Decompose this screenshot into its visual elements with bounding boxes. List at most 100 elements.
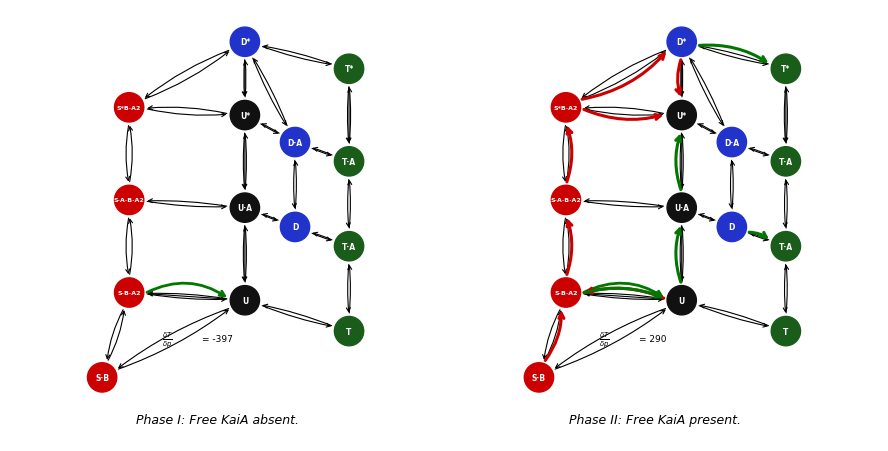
- FancyArrowPatch shape: [785, 89, 789, 144]
- Circle shape: [335, 147, 364, 177]
- FancyArrowPatch shape: [566, 128, 569, 182]
- FancyArrowPatch shape: [680, 62, 685, 97]
- FancyArrowPatch shape: [313, 233, 332, 240]
- Text: Phase II: Free KaiA present.: Phase II: Free KaiA present.: [568, 414, 741, 426]
- Circle shape: [718, 128, 747, 157]
- FancyArrowPatch shape: [566, 220, 569, 275]
- Text: T·A: T·A: [342, 242, 356, 251]
- FancyArrowPatch shape: [582, 53, 665, 100]
- Circle shape: [88, 363, 117, 392]
- FancyArrowPatch shape: [749, 233, 766, 238]
- FancyArrowPatch shape: [119, 309, 229, 368]
- FancyArrowPatch shape: [148, 293, 226, 299]
- FancyArrowPatch shape: [294, 162, 297, 209]
- FancyArrowPatch shape: [750, 233, 769, 240]
- FancyArrowPatch shape: [698, 124, 715, 134]
- Circle shape: [115, 93, 144, 123]
- FancyArrowPatch shape: [126, 126, 130, 181]
- FancyArrowPatch shape: [785, 181, 789, 229]
- FancyArrowPatch shape: [563, 219, 567, 273]
- Text: T·A: T·A: [342, 157, 356, 166]
- FancyArrowPatch shape: [679, 226, 683, 281]
- FancyArrowPatch shape: [583, 284, 662, 296]
- Text: T·A: T·A: [779, 242, 793, 251]
- Circle shape: [718, 213, 747, 242]
- Text: U·A: U·A: [237, 204, 252, 213]
- FancyArrowPatch shape: [690, 59, 723, 125]
- FancyArrowPatch shape: [129, 128, 132, 182]
- Text: S·B: S·B: [95, 373, 109, 382]
- FancyArrowPatch shape: [106, 310, 123, 359]
- FancyArrowPatch shape: [729, 161, 733, 208]
- FancyArrowPatch shape: [254, 60, 287, 126]
- Text: T*: T*: [781, 65, 790, 74]
- FancyArrowPatch shape: [313, 148, 332, 156]
- Circle shape: [524, 363, 553, 392]
- Text: S*B·A2: S*B·A2: [117, 106, 141, 110]
- Text: $\frac{\delta T}{\delta p}$: $\frac{\delta T}{\delta p}$: [599, 330, 610, 349]
- Text: S·B: S·B: [532, 373, 546, 382]
- FancyArrowPatch shape: [701, 304, 768, 326]
- FancyArrowPatch shape: [676, 230, 681, 282]
- FancyArrowPatch shape: [543, 310, 560, 359]
- FancyArrowPatch shape: [699, 306, 767, 327]
- FancyArrowPatch shape: [243, 62, 248, 97]
- FancyArrowPatch shape: [700, 46, 765, 62]
- FancyArrowPatch shape: [346, 265, 350, 312]
- FancyArrowPatch shape: [679, 61, 684, 97]
- FancyArrowPatch shape: [676, 61, 681, 95]
- Text: = 290: = 290: [639, 335, 667, 344]
- FancyArrowPatch shape: [585, 106, 663, 114]
- FancyArrowPatch shape: [585, 199, 663, 207]
- FancyArrowPatch shape: [679, 134, 684, 189]
- FancyArrowPatch shape: [253, 59, 286, 125]
- FancyArrowPatch shape: [584, 289, 661, 298]
- FancyArrowPatch shape: [147, 202, 226, 209]
- FancyArrowPatch shape: [147, 284, 225, 296]
- FancyArrowPatch shape: [783, 265, 787, 312]
- FancyArrowPatch shape: [749, 234, 767, 241]
- FancyArrowPatch shape: [699, 124, 716, 134]
- FancyArrowPatch shape: [680, 135, 685, 190]
- FancyArrowPatch shape: [147, 110, 226, 117]
- Circle shape: [335, 317, 364, 346]
- FancyArrowPatch shape: [346, 88, 350, 143]
- Text: D·A: D·A: [288, 138, 303, 147]
- FancyArrowPatch shape: [701, 46, 768, 65]
- Circle shape: [281, 128, 310, 157]
- FancyArrowPatch shape: [243, 226, 247, 281]
- Text: D: D: [729, 223, 735, 232]
- Circle shape: [667, 101, 696, 130]
- Text: D: D: [292, 223, 298, 232]
- FancyArrowPatch shape: [679, 61, 683, 97]
- FancyArrowPatch shape: [145, 53, 228, 100]
- FancyArrowPatch shape: [680, 228, 685, 282]
- FancyArrowPatch shape: [584, 110, 662, 117]
- Circle shape: [281, 213, 310, 242]
- FancyArrowPatch shape: [563, 126, 567, 181]
- FancyArrowPatch shape: [147, 295, 226, 302]
- Circle shape: [115, 278, 144, 308]
- Circle shape: [551, 278, 581, 308]
- FancyArrowPatch shape: [556, 309, 665, 368]
- Circle shape: [771, 55, 800, 84]
- Text: Phase I: Free KaiA absent.: Phase I: Free KaiA absent.: [137, 414, 299, 426]
- Circle shape: [230, 286, 259, 315]
- FancyArrowPatch shape: [348, 181, 352, 229]
- FancyArrowPatch shape: [148, 199, 226, 207]
- FancyArrowPatch shape: [126, 219, 130, 273]
- Circle shape: [230, 28, 259, 57]
- Circle shape: [335, 55, 364, 84]
- Circle shape: [771, 317, 800, 346]
- FancyArrowPatch shape: [312, 234, 330, 241]
- FancyArrowPatch shape: [750, 148, 769, 156]
- FancyArrowPatch shape: [242, 134, 246, 189]
- FancyArrowPatch shape: [146, 51, 229, 98]
- FancyArrowPatch shape: [545, 314, 564, 361]
- Text: U·A: U·A: [674, 204, 689, 213]
- FancyArrowPatch shape: [264, 304, 331, 326]
- FancyArrowPatch shape: [261, 124, 278, 134]
- FancyArrowPatch shape: [676, 137, 681, 190]
- Text: U: U: [678, 296, 685, 305]
- FancyArrowPatch shape: [784, 88, 788, 143]
